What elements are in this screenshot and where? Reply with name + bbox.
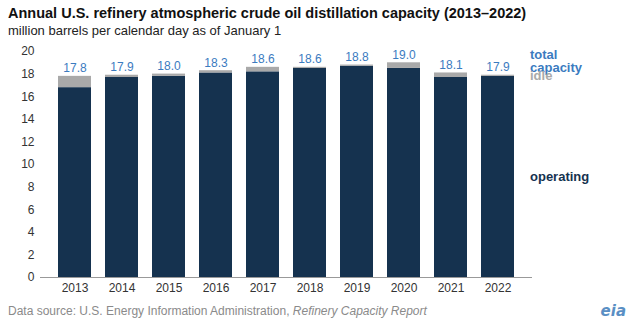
svg-text:18.0: 18.0 (157, 59, 181, 73)
svg-text:17.9: 17.9 (110, 60, 134, 74)
svg-text:2: 2 (28, 248, 35, 262)
svg-text:10: 10 (21, 157, 35, 171)
svg-text:8: 8 (28, 180, 35, 194)
svg-text:16: 16 (21, 90, 35, 104)
svg-text:12: 12 (21, 135, 35, 149)
svg-text:18.1: 18.1 (439, 58, 463, 72)
svg-text:14: 14 (21, 112, 35, 126)
svg-text:18: 18 (21, 67, 35, 81)
svg-text:2018: 2018 (297, 281, 324, 295)
svg-text:19.0: 19.0 (392, 48, 416, 62)
svg-text:operating: operating (530, 169, 589, 184)
svg-text:17.9: 17.9 (486, 60, 510, 74)
svg-text:0: 0 (28, 270, 35, 284)
svg-text:4: 4 (28, 225, 35, 239)
svg-text:18.6: 18.6 (251, 52, 275, 66)
svg-text:2017: 2017 (250, 281, 277, 295)
svg-text:18.3: 18.3 (204, 56, 228, 70)
svg-text:6: 6 (28, 203, 35, 217)
svg-text:2015: 2015 (156, 281, 183, 295)
svg-text:2014: 2014 (109, 281, 136, 295)
svg-text:18.6: 18.6 (298, 52, 322, 66)
svg-text:2020: 2020 (391, 281, 418, 295)
svg-text:17.8: 17.8 (63, 61, 87, 75)
svg-text:20: 20 (21, 44, 35, 58)
svg-text:18.8: 18.8 (345, 50, 369, 64)
svg-text:2013: 2013 (62, 281, 89, 295)
svg-text:2021: 2021 (438, 281, 465, 295)
svg-text:2019: 2019 (344, 281, 371, 295)
svg-text:idle: idle (530, 68, 552, 83)
svg-text:2016: 2016 (203, 281, 230, 295)
svg-text:2022: 2022 (485, 281, 512, 295)
